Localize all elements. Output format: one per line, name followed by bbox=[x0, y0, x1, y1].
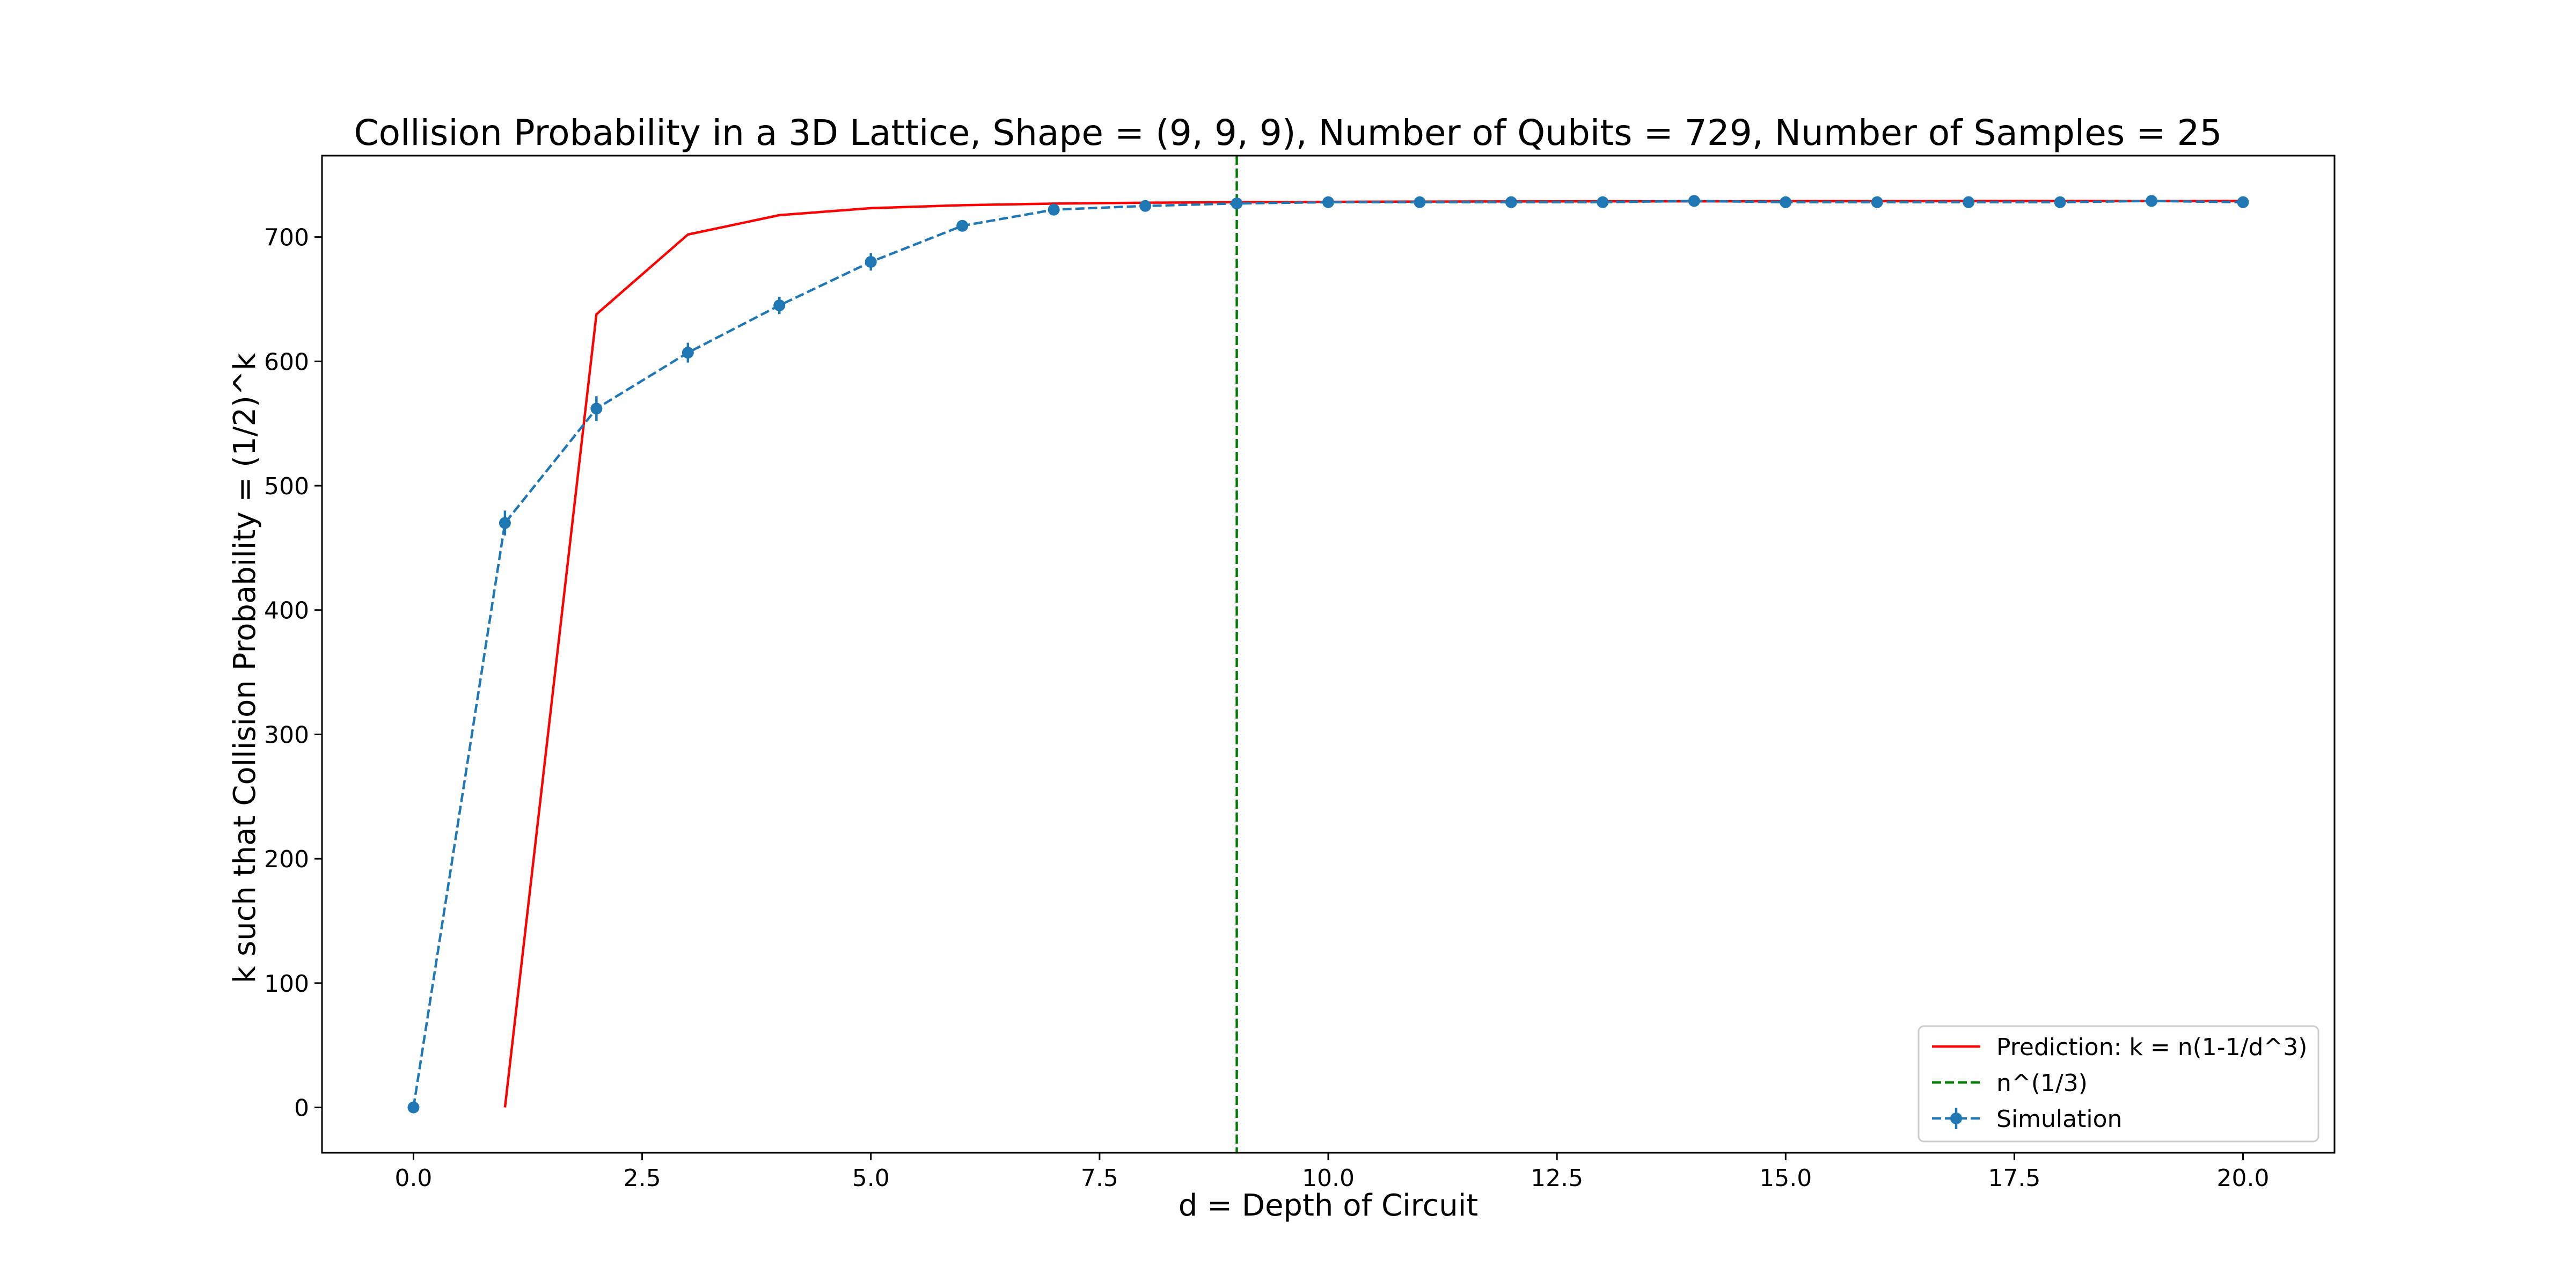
series-layer bbox=[407, 156, 2249, 1153]
simulation-line bbox=[412, 200, 2243, 1108]
simulation-point bbox=[1688, 195, 1700, 207]
simulation-point bbox=[1597, 196, 1609, 208]
simulation-point bbox=[1322, 196, 1334, 208]
y-axis-label: k such that Collision Probability = (1/2… bbox=[228, 353, 262, 983]
prediction-line bbox=[503, 200, 2243, 1108]
simulation-point bbox=[865, 255, 877, 268]
x-tick-label: 5.0 bbox=[852, 1165, 890, 1192]
x-tick-label: 20.0 bbox=[2217, 1165, 2270, 1192]
simulation-point bbox=[682, 347, 694, 359]
simulation-point bbox=[1414, 196, 1426, 208]
chart-title: Collision Probability in a 3D Lattice, S… bbox=[354, 112, 2222, 153]
simulation-point bbox=[2054, 196, 2066, 208]
legend-prediction-label: Prediction: k = n(1-1/d^3) bbox=[1996, 1034, 2307, 1061]
x-tick-label: 2.5 bbox=[624, 1165, 661, 1192]
y-tick-label: 500 bbox=[264, 473, 309, 500]
ticks-layer: 0.0 2.5 5.0 7.5 10.0 12.5 15.0 17.5 20.0 0 100 200 3… bbox=[264, 224, 2270, 1192]
legend-simulation-label: Simulation bbox=[1996, 1106, 2122, 1133]
x-axis-label: d = Depth of Circuit bbox=[1179, 1188, 1478, 1223]
y-tick-label: 100 bbox=[264, 970, 309, 998]
x-tick-label: 17.5 bbox=[1988, 1165, 2040, 1192]
y-tick-label: 0 bbox=[294, 1095, 309, 1122]
simulation-point bbox=[1231, 197, 1243, 210]
x-tick-label: 15.0 bbox=[1759, 1165, 1812, 1192]
legend-simulation-marker bbox=[1950, 1113, 1962, 1124]
simulation-point bbox=[1963, 196, 1975, 208]
simulation-point bbox=[1139, 200, 1152, 212]
simulation-point bbox=[590, 402, 603, 415]
simulation-point bbox=[956, 219, 969, 232]
legend-threshold-label: n^(1/3) bbox=[1996, 1070, 2088, 1097]
simulation-point bbox=[1871, 196, 1883, 208]
y-tick-label: 400 bbox=[264, 597, 309, 625]
simulation-point bbox=[773, 299, 786, 312]
y-tick-label: 200 bbox=[264, 846, 309, 873]
simulation-point bbox=[499, 517, 511, 529]
x-tick-label: 12.5 bbox=[1531, 1165, 1583, 1192]
simulation-point bbox=[2237, 196, 2249, 208]
plot-frame bbox=[321, 155, 2336, 1154]
y-tick-label: 600 bbox=[264, 348, 309, 376]
x-tick-label: 7.5 bbox=[1081, 1165, 1118, 1192]
x-tick-label: 0.0 bbox=[394, 1165, 432, 1192]
simulation-point bbox=[1048, 203, 1060, 216]
simulation-point bbox=[1780, 196, 1792, 208]
simulation-point bbox=[1505, 196, 1517, 208]
legend-box bbox=[1918, 1025, 2319, 1143]
simulation-point bbox=[407, 1101, 420, 1114]
y-tick-label: 700 bbox=[264, 224, 309, 252]
y-tick-label: 300 bbox=[264, 721, 309, 749]
legend: Prediction: k = n(1-1/d^3) n^(1/3) Simul… bbox=[1918, 1025, 2319, 1143]
simulation-point bbox=[2146, 195, 2158, 207]
x-tick-label: 10.0 bbox=[1302, 1165, 1355, 1192]
